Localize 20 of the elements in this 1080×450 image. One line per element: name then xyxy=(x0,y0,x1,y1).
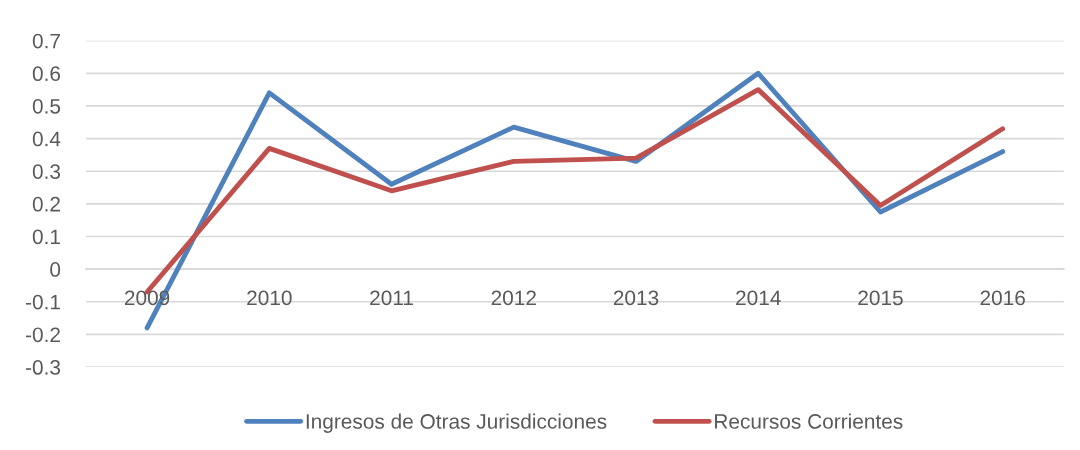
y-tick-label: 0.7 xyxy=(32,33,60,49)
x-tick-label: 2015 xyxy=(858,290,903,306)
y-tick-label: 0 xyxy=(50,262,61,277)
y-tick-label: 0.1 xyxy=(32,229,60,245)
y-tick-label: 0.6 xyxy=(32,66,61,82)
y-tick-label: 0.4 xyxy=(32,131,61,147)
x-tick-label: 2011 xyxy=(370,290,413,306)
legend-label: Recursos Corrientes xyxy=(715,413,903,429)
legend-label: Ingresos de Otras Jurisdicciones xyxy=(306,413,607,433)
x-tick-label: 2013 xyxy=(613,290,659,306)
x-tick-label: 2010 xyxy=(247,290,292,306)
y-tick-label: 0.3 xyxy=(32,164,61,179)
y-tick-label: 0.2 xyxy=(32,196,60,212)
y-tick-label: 0.5 xyxy=(32,98,61,114)
x-tick-label: 2014 xyxy=(736,290,781,306)
y-tick-label: -0.2 xyxy=(26,327,60,343)
x-tick-label: 2012 xyxy=(491,290,536,306)
y-tick-label: -0.1 xyxy=(26,294,60,310)
x-tick-label: 2016 xyxy=(980,290,1025,306)
y-tick-label: -0.3 xyxy=(26,360,61,375)
